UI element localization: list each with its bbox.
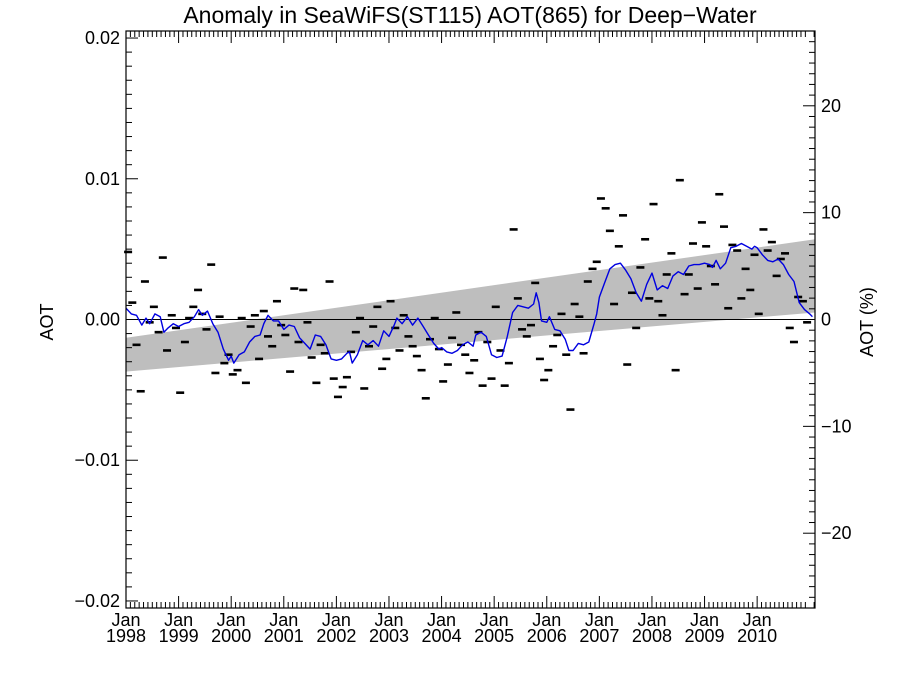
x-tick-year-label: 2007 [579, 626, 619, 646]
x-tick-month-label: Jan [427, 610, 456, 630]
x-tick-month-label: Jan [164, 610, 193, 630]
y-axis-label: AOT [37, 303, 57, 340]
x-tick-year-label: 2008 [632, 626, 672, 646]
x-tick-year-label: 2005 [474, 626, 514, 646]
y-tick-label: 0.00 [85, 310, 120, 330]
y-right-tick-label: −10 [821, 416, 852, 436]
smoothed-series-line [125, 242, 813, 364]
x-tick-month-label: Jan [480, 610, 509, 630]
x-tick-year-label: 2003 [369, 626, 409, 646]
y-right-tick-label: 10 [821, 203, 841, 223]
x-tick-year-label: 2002 [316, 626, 356, 646]
x-tick-month-label: Jan [585, 610, 614, 630]
y-tick-label: 0.02 [85, 28, 120, 48]
y-right-tick-label: 20 [821, 96, 841, 116]
x-tick-year-label: 2001 [264, 626, 304, 646]
y-tick-label: 0.01 [85, 169, 120, 189]
x-tick-month-label: Jan [322, 610, 351, 630]
y-tick-label: −0.01 [74, 450, 120, 470]
x-tick-year-label: 2004 [422, 626, 462, 646]
x-tick-month-label: Jan [743, 610, 772, 630]
x-tick-year-label: 2010 [737, 626, 777, 646]
trend-band [126, 239, 815, 372]
x-tick-month-label: Jan [269, 610, 298, 630]
x-tick-year-label: 1999 [159, 626, 199, 646]
x-tick-month-label: Jan [637, 610, 666, 630]
x-tick-month-label: Jan [374, 610, 403, 630]
chart-title: Anomaly in SeaWiFS(ST115) AOT(865) for D… [183, 2, 757, 28]
x-tick-month-label: Jan [690, 610, 719, 630]
y-right-tick-label: −20 [821, 523, 852, 543]
x-tick-year-label: 2009 [685, 626, 725, 646]
plot-area: 0.020.010.00−0.01−0.0220100−10−20Jan1998… [74, 28, 851, 646]
x-tick-month-label: Jan [532, 610, 561, 630]
x-tick-month-label: Jan [217, 610, 246, 630]
y-right-tick-label: 0 [821, 310, 831, 330]
x-tick-year-label: 1998 [106, 626, 146, 646]
x-tick-year-label: 2000 [211, 626, 251, 646]
y-tick-label: −0.02 [74, 591, 120, 611]
y-axis-right-label: AOT (%) [857, 287, 877, 357]
x-tick-month-label: Jan [111, 610, 140, 630]
x-tick-year-label: 2006 [527, 626, 567, 646]
